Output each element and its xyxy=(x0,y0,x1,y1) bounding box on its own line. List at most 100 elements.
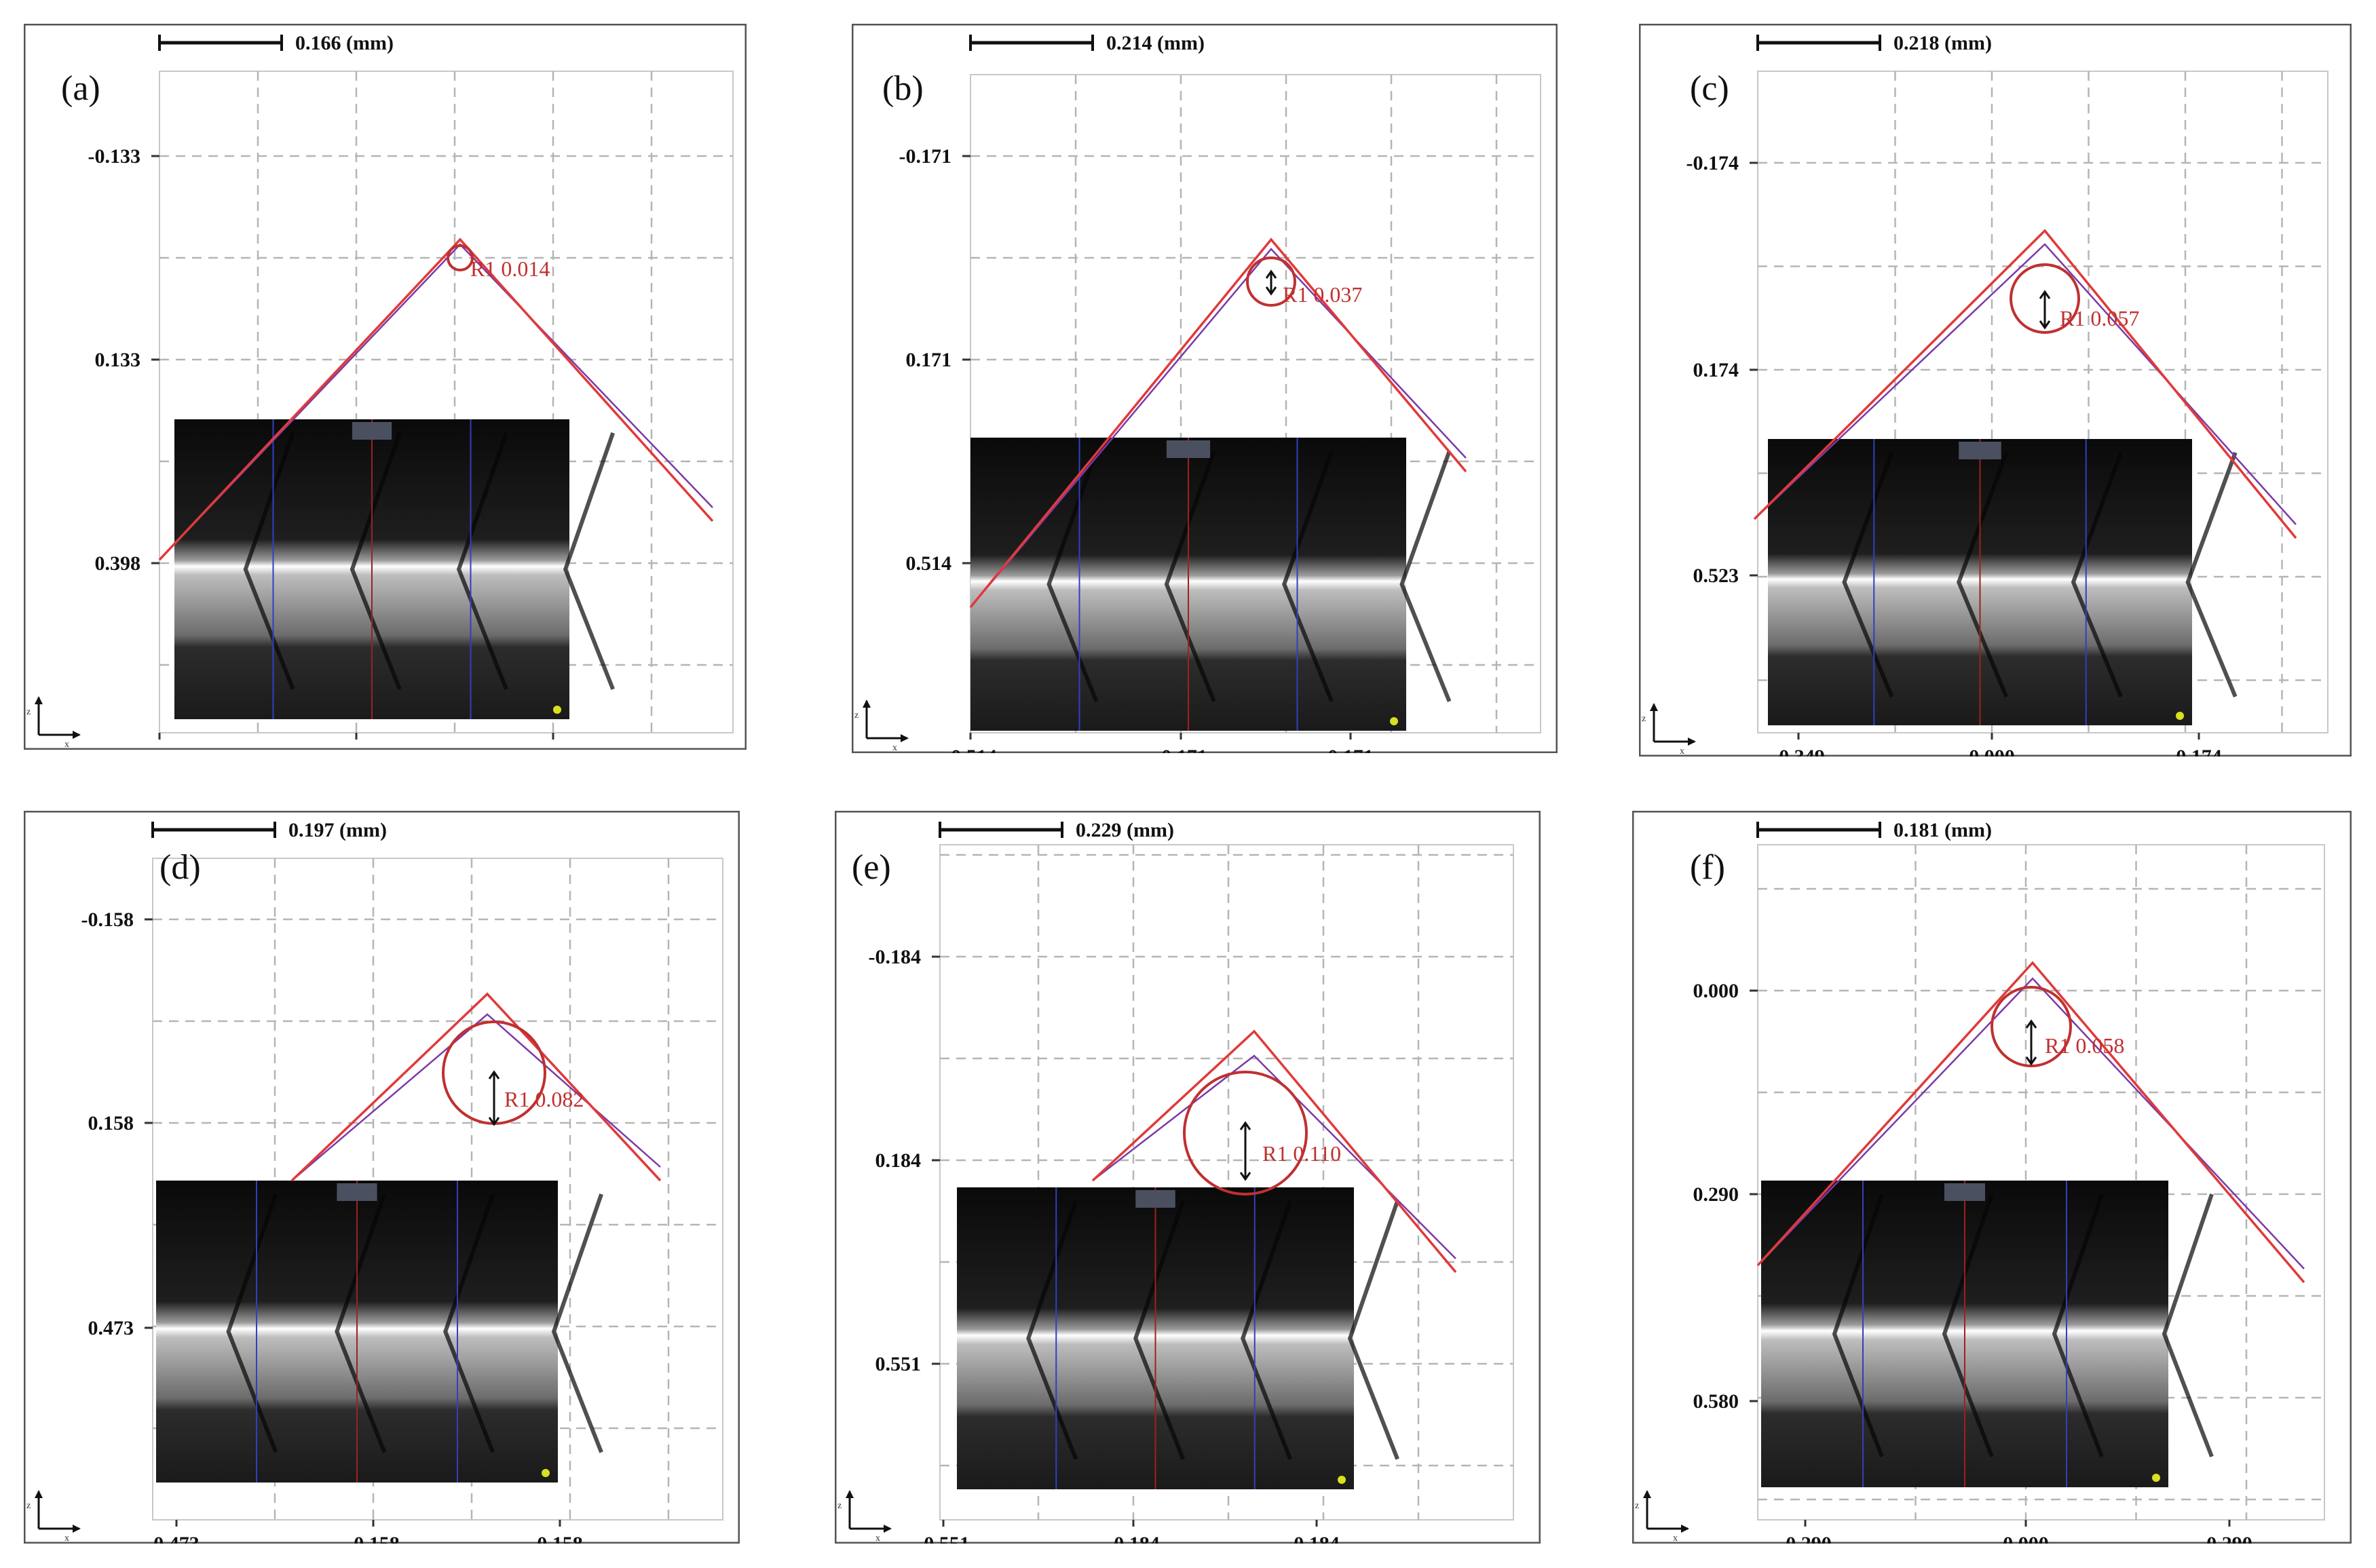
measured-profile-line xyxy=(291,1013,661,1181)
inset-texture-line xyxy=(1046,450,1099,702)
inset-toolbar-icon xyxy=(337,1183,377,1201)
inset-texture-line xyxy=(1957,451,2009,697)
camera-inset xyxy=(957,1187,1399,1489)
inset-status-dot xyxy=(1338,1476,1346,1484)
edge-radius-label: R1 0.057 xyxy=(2060,306,2139,330)
inset-status-dot xyxy=(2176,712,2184,720)
plot-area xyxy=(152,858,723,1521)
panel-c: -0.174 0.174 0.523 -0.349 0.000 0.174 0.218 (m… xyxy=(1638,23,2352,768)
scale-bar: 0.218 (mm) xyxy=(1756,32,1992,54)
scale-bar-label: 0.218 (mm) xyxy=(1893,32,1992,54)
inset-texture-line xyxy=(1399,450,1452,702)
panel-e: -0.184 0.184 0.551 -0.551 -0.184 0.184 0.229 (… xyxy=(834,810,1541,1555)
y-tick-label: 0.158 xyxy=(88,1112,134,1134)
panel-label: (b) xyxy=(882,69,924,108)
y-tick-label: -0.171 xyxy=(899,145,952,168)
inset-status-dot xyxy=(553,706,561,714)
edge-radius-circle xyxy=(2010,263,2080,334)
inset-texture-line xyxy=(2052,1193,2104,1457)
camera-inset xyxy=(156,1181,603,1483)
x-tick-label: -0.133 xyxy=(330,746,383,750)
axis-x-arrow xyxy=(73,1525,81,1533)
fitted-profile-line xyxy=(1091,1029,1457,1274)
inset-texture-line xyxy=(2185,451,2238,697)
edge-profile xyxy=(1756,961,2305,1284)
inset-texture-line xyxy=(443,1193,495,1453)
axis-gizmo: zx xyxy=(1642,703,1696,757)
inset-toolbar-icon xyxy=(1944,1183,1985,1201)
scale-bar: 0.166 (mm) xyxy=(158,32,394,54)
x-tick-label: 0.000 xyxy=(1969,746,2015,757)
radius-arrowhead xyxy=(1239,1121,1251,1130)
inset-texture-line xyxy=(456,432,508,690)
inset-toolbar-icon xyxy=(1959,442,2001,459)
inset-status-dot xyxy=(2152,1474,2160,1482)
radius-arrowhead xyxy=(2025,1056,2037,1066)
inset-texture-line xyxy=(1842,451,1894,697)
edge-radius-label: R1 0.082 xyxy=(504,1087,584,1111)
panel-e-svg: -0.184 0.184 0.551 -0.551 -0.184 0.184 0.229 (… xyxy=(834,810,1541,1555)
inset-status-dot xyxy=(542,1469,550,1477)
y-tick-label: 0.174 xyxy=(1693,359,1739,381)
y-tick-label: 0.133 xyxy=(95,349,141,371)
plot-area xyxy=(1757,844,2325,1521)
panel-b: -0.171 0.171 0.514 -0.514 -0.171 0.171 0.214 (… xyxy=(851,23,1558,768)
inset-texture-line xyxy=(1347,1200,1399,1460)
radius-arrowhead xyxy=(2025,1019,2037,1029)
inset-texture-line xyxy=(1026,1200,1078,1460)
camera-inset xyxy=(1761,1181,2214,1487)
panel-label: (e) xyxy=(852,848,891,887)
y-tick-label: 0.523 xyxy=(1693,565,1739,587)
scale-bar: 0.214 (mm) xyxy=(969,32,1205,54)
inset-toolbar-icon xyxy=(1135,1190,1175,1208)
scale-bar-label: 0.229 (mm) xyxy=(1076,819,1174,841)
axis-x-arrow xyxy=(1681,1525,1689,1533)
y-tick-label: 0.000 xyxy=(1693,980,1739,1002)
axis-x-letter: x xyxy=(1673,1533,1678,1544)
inset-texture-line xyxy=(243,432,295,690)
axis-z-arrow xyxy=(35,1490,43,1498)
edge-radius-label: R1 0.037 xyxy=(1283,282,1362,307)
plot-area xyxy=(159,71,734,733)
scale-bar: 0.181 (mm) xyxy=(1756,819,1992,841)
y-tick-label: 0.171 xyxy=(906,349,952,371)
x-tick-label: 0.290 xyxy=(2206,1533,2252,1544)
measured-profile-line xyxy=(1754,243,2297,525)
panel-a: -0.133 0.133 0.398 -0.398 -0.133 0.133 0.166 (… xyxy=(23,23,747,768)
inset-texture-line xyxy=(2162,1193,2214,1457)
y-tick-label: 0.398 xyxy=(95,552,141,575)
scale-bar-label: 0.197 (mm) xyxy=(288,819,387,841)
panel-c-svg: -0.174 0.174 0.523 -0.349 0.000 0.174 0.218 (m… xyxy=(1638,23,2352,768)
camera-inset xyxy=(970,438,1452,731)
axis-z-letter: z xyxy=(26,1501,31,1511)
axis-z-letter: z xyxy=(1642,714,1646,724)
radius-arrowhead xyxy=(2039,290,2051,299)
scale-bar: 0.197 (mm) xyxy=(151,819,387,841)
axis-z-arrow xyxy=(35,696,43,704)
panel-label: (f) xyxy=(1690,848,1725,887)
x-tick-label: 0.133 xyxy=(530,746,576,750)
y-tick-label: 0.473 xyxy=(88,1317,134,1339)
x-tick-label: -0.184 xyxy=(1107,1533,1160,1544)
edge-radius-label: R1 0.058 xyxy=(2045,1033,2124,1058)
radius-arrowhead xyxy=(1265,269,1277,279)
inset-texture-line xyxy=(1832,1193,1884,1457)
x-tick-label: 0.158 xyxy=(537,1533,583,1544)
panel-label: (a) xyxy=(61,69,100,108)
y-tick-label: 0.184 xyxy=(875,1149,922,1172)
radius-arrowhead xyxy=(1265,286,1277,296)
edge-radius-circle xyxy=(1183,1071,1308,1196)
x-tick-label: 0.000 xyxy=(2003,1533,2049,1544)
plot-area xyxy=(939,844,1514,1521)
inset-texture-line xyxy=(1164,450,1216,702)
edge-profile xyxy=(969,237,1467,609)
edge-radius-circle xyxy=(1991,986,2072,1067)
axis-x-letter: x xyxy=(875,1533,880,1544)
inset-texture-line xyxy=(551,1193,603,1453)
x-tick-label: 0.171 xyxy=(1327,746,1374,753)
inset-toolbar-icon xyxy=(1166,440,1211,458)
inset-texture-line xyxy=(1942,1193,1994,1457)
edge-radius-circle xyxy=(447,244,474,271)
edge-profile xyxy=(1753,229,2297,539)
scale-bar-label: 0.166 (mm) xyxy=(295,32,394,54)
